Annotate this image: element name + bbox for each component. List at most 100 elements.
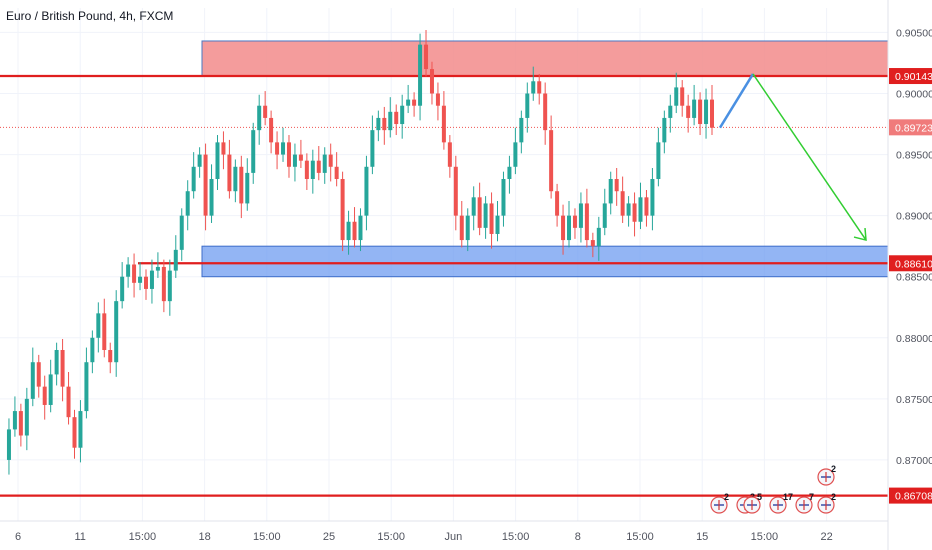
candle-body [286,142,291,167]
candle-body [495,215,500,234]
candle-body [340,179,345,241]
candle-body [418,44,423,106]
candle-body [334,166,339,179]
event-count: 2 [831,464,836,474]
time-tick-label: Jun [445,531,463,543]
candle-body [626,203,631,216]
price-axis[interactable]: 0.90500 0.90000 0.89500 0.89000 0.88500 0.880… [896,27,932,467]
candle-body [90,337,95,363]
candle-body [578,203,583,228]
candle-body [197,154,202,167]
candle-body [531,81,536,94]
time-tick-label: 15 [696,531,708,543]
candle-body [6,429,11,460]
candle-body [328,154,333,167]
candle-body [388,111,393,131]
candle-body [674,87,679,106]
candle-body [382,117,387,131]
candle-body [352,221,357,241]
last-price-label-bg [889,119,932,136]
candle-body [24,398,29,436]
event-count: 2 [724,492,729,502]
calendar-event-marker[interactable]: 2 [817,492,836,514]
time-tick-label: 15:00 [253,531,281,543]
candle-body [441,105,446,143]
candle-body [561,215,566,241]
calendar-event-marker[interactable]: 2 [817,464,836,486]
candle-body [245,172,250,204]
time-tick-label: 18 [198,531,210,543]
candle-body [680,87,685,106]
candle-body [459,215,464,241]
level-price-label: 0.86708 [895,491,932,503]
candle-body [269,117,274,143]
candle-body [310,160,315,179]
candle-body [209,179,214,216]
event-count: 17 [783,492,793,502]
candles-layer [6,29,714,475]
candle-body [555,191,560,216]
candle-body [143,276,148,289]
time-tick-label: 15:00 [626,531,654,543]
events-layer[interactable]: 22351772 [710,464,836,514]
candle-body [429,69,434,94]
calendar-event-marker[interactable]: 5 [743,492,762,514]
candle-body [191,166,196,192]
candle-body [138,276,143,283]
level-price-label: 0.88610 [895,258,932,270]
candle-body [704,99,709,125]
candle-body [292,154,297,167]
candle-body [251,130,256,173]
calendar-event-marker[interactable]: 2 [710,492,729,514]
chart-title: Euro / British Pound, 4h, FXCM [6,9,173,23]
candle-body [72,417,77,448]
price-labels-layer: 0.90143 0.88610 0.86708 0.89723 [889,68,932,504]
price-tick-label: 0.87000 [896,455,932,467]
projection-arrowhead [853,228,867,242]
candle-body [507,166,512,179]
candle-body [489,203,494,234]
price-tick-label: 0.88500 [896,272,932,284]
calendar-event-marker[interactable]: 7 [795,492,814,514]
candle-body [179,215,184,250]
candle-body [185,191,190,216]
calendar-event-marker[interactable]: 17 [769,492,793,514]
event-count: 5 [757,492,762,502]
price-tick-label: 0.89500 [896,150,932,162]
candle-body [18,411,23,436]
time-tick-label: 25 [323,531,335,543]
candle-body [465,215,470,241]
candle-body [525,93,530,118]
candle-body [298,154,303,161]
candle-body [60,350,65,387]
candle-body [513,142,518,167]
candle-body [549,130,554,192]
candle-body [572,215,577,228]
candle-body [477,197,482,228]
support-zone [201,245,889,278]
candle-body [322,154,327,173]
candle-body [698,99,703,125]
candle-body [263,105,268,118]
candle-body [239,166,244,204]
candle-body [424,44,429,70]
candle-body [400,105,405,125]
candle-body [155,266,160,271]
candle-body [102,313,107,350]
candle-body [435,93,440,106]
candle-body [126,264,131,277]
time-tick-label: 15:00 [377,531,405,543]
candle-body [275,142,280,155]
candle-body [227,154,232,192]
time-axis[interactable]: 6 11 15:00 18 15:00 25 15:00 Jun 15:00 8 15:00 15 15… [15,531,833,543]
candle-body [656,142,661,179]
candle-body [590,240,595,247]
price-tick-label: 0.87500 [896,394,932,406]
candle-body [519,117,524,143]
time-tick-label: 11 [74,531,85,543]
candle-body [686,105,691,118]
candle-body [30,362,35,399]
resistance-zone [201,40,889,77]
projections-layer [718,73,867,242]
